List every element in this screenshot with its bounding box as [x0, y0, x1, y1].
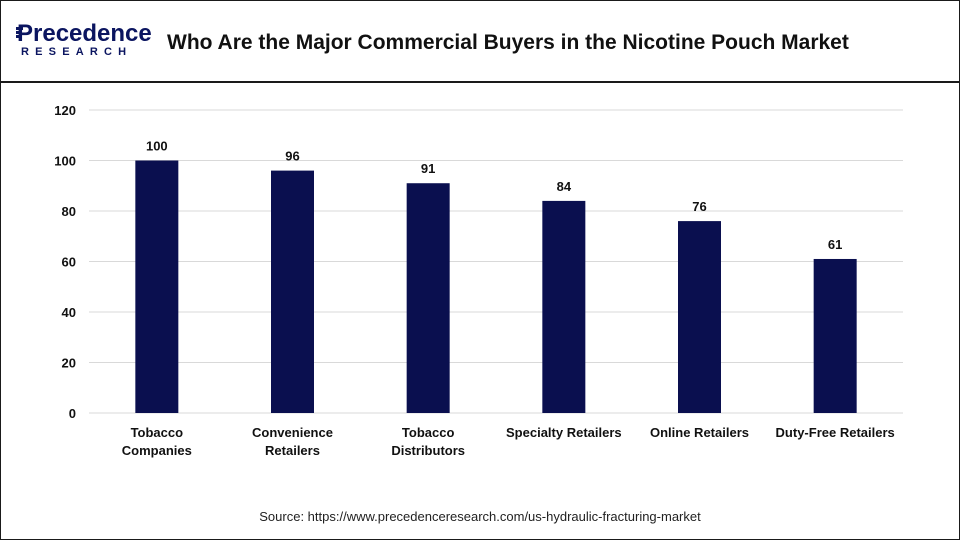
y-tick-label: 40 [62, 305, 76, 320]
data-label: 96 [285, 149, 299, 164]
header: Precedence RESEARCH Who Are the Major Co… [1, 1, 959, 83]
x-tick-label: Duty-Free Retailers [776, 425, 895, 440]
y-axis: 0 20 40 60 80 100 120 [54, 103, 76, 421]
y-tick-label: 100 [54, 154, 76, 169]
grid-layer [89, 109, 903, 414]
data-labels: 100 96 91 84 76 61 [146, 139, 842, 252]
logo-wordmark-top: Precedence [17, 20, 152, 47]
x-tick-label: Distributors [391, 443, 465, 458]
bar [678, 221, 721, 413]
x-tick-label: Specialty Retailers [506, 425, 622, 440]
x-tick-label: Tobacco [131, 425, 184, 440]
y-tick-label: 80 [62, 204, 76, 219]
x-tick-label: Retailers [265, 443, 320, 458]
y-tick-label: 20 [62, 356, 76, 371]
x-tick-label: Convenience [252, 425, 333, 440]
data-label: 100 [146, 139, 168, 154]
data-label: 76 [692, 199, 706, 214]
data-label: 61 [828, 237, 842, 252]
y-tick-label: 120 [54, 103, 76, 118]
bars [135, 160, 857, 413]
bar [813, 258, 857, 413]
source-note: Source: https://www.precedenceresearch.c… [259, 509, 701, 524]
bar-chart: 0 20 40 60 80 100 120 100 96 91 84 76 61 Tobacco Com… [54, 103, 903, 458]
x-tick-label: Online Retailers [650, 425, 749, 440]
data-label: 91 [421, 161, 435, 176]
x-tick-label: Tobacco [402, 425, 455, 440]
brand-logo: Precedence RESEARCH [16, 20, 157, 63]
bar [406, 183, 450, 413]
page-title: Who Are the Major Commercial Buyers in t… [167, 31, 849, 54]
bar [135, 160, 179, 413]
y-tick-label: 0 [69, 406, 76, 421]
logo-wordmark-bottom: RESEARCH [21, 46, 133, 58]
bar [271, 170, 314, 413]
bar [542, 200, 586, 413]
logo-mark-icon [16, 27, 23, 38]
x-tick-label: Companies [122, 443, 192, 458]
data-label: 84 [557, 179, 572, 194]
x-axis-categories: Tobacco Companies Convenience Retailers Toba… [122, 425, 895, 458]
y-tick-label: 60 [62, 255, 76, 270]
